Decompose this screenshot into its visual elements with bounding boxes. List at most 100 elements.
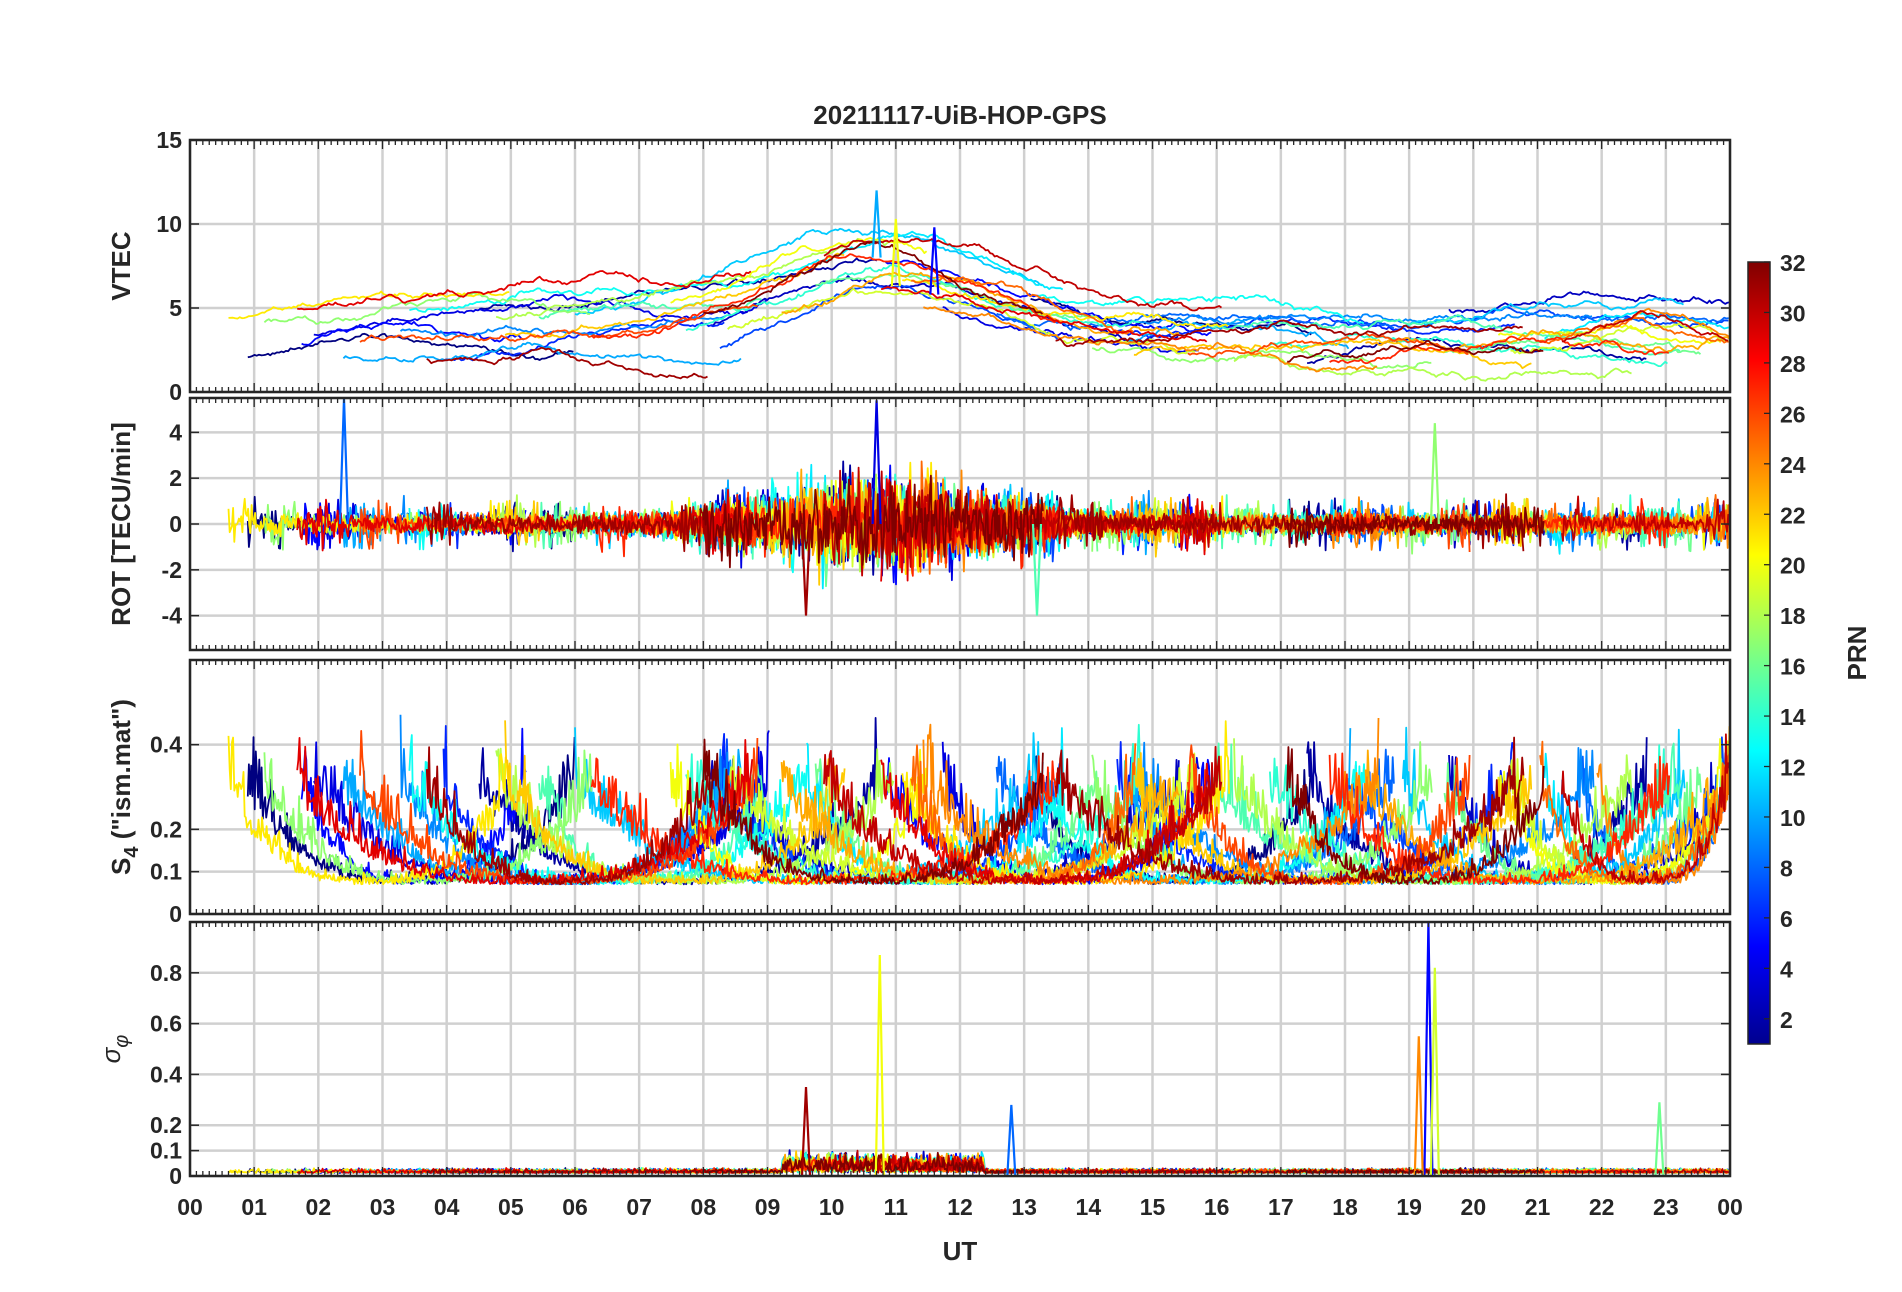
spike-prn-20 (890, 218, 901, 287)
y-tick-label: 0.4 (150, 732, 182, 758)
trace-prn-31 (426, 346, 708, 380)
trace-prn-14 (685, 723, 1142, 886)
spike-prn-10 (871, 190, 882, 258)
colorbar-tick-label: 26 (1780, 401, 1806, 427)
trace-prn-30 (823, 745, 1223, 885)
trace-prn-30 (823, 466, 1223, 577)
spike-prn-31 (800, 523, 812, 616)
trace-prn-21 (228, 290, 510, 320)
panel-s4-minor-ticks (189, 660, 1731, 914)
trace-prn-10 (1125, 728, 1352, 885)
spike-prn-19 (1429, 967, 1440, 1176)
y-tick-label: 2 (169, 465, 182, 491)
trace-prn-25 (1539, 740, 1730, 886)
x-tick-label: 01 (241, 1194, 267, 1220)
x-tick-label: 15 (1140, 1194, 1166, 1220)
trace-prn-30 (823, 237, 1223, 312)
y-tick-label: -4 (162, 603, 183, 629)
x-tick-label: 19 (1396, 1194, 1422, 1220)
colorbar-gradient (1747, 261, 1771, 1045)
trace-prn-8 (1580, 312, 1729, 323)
colorbar: 32 30 28 26 24 22 20 18 16 14 12 10 8 6 4 2 PRN (1747, 250, 1872, 1045)
panel-sigma-y-ticks: 0.8 0.6 0.4 0.20.10 (150, 960, 1730, 1189)
y-axis-label-suffix: ("ism.mat") (106, 699, 136, 846)
y-tick-label: 0 (169, 901, 182, 927)
trace-prn-27 (1328, 752, 1671, 885)
trace-prn-21 (902, 278, 1229, 329)
y-tick-label: 0.2 (150, 1112, 182, 1138)
trace-prn-31 (425, 746, 710, 886)
y-axis-label-subscript: φ (111, 1035, 133, 1048)
panel-s4-traces (227, 714, 1730, 886)
spike-prn-5 (929, 227, 940, 295)
panel-vtec-minor-ticks (189, 140, 1731, 392)
colorbar-tick-label: 16 (1780, 654, 1806, 680)
panel-rot-minor-ticks (189, 398, 1731, 650)
y-tick-label: 0.1 (150, 859, 182, 885)
trace-prn-25 (911, 276, 1135, 335)
colorbar-tick-label: 6 (1780, 906, 1793, 932)
y-tick-label: 0.2 (150, 816, 182, 842)
y-axis-label-main: σ (96, 1046, 126, 1063)
spike-prn-31 (800, 1087, 812, 1176)
trace-prn-9 (1138, 310, 1593, 325)
colorbar-tick-label: 2 (1780, 1007, 1793, 1033)
trace-prn-11 (1402, 297, 1684, 328)
y-axis-label-main: S (106, 858, 136, 875)
trace-prn-29 (297, 270, 752, 311)
colorbar-tick-label: 18 (1780, 603, 1806, 629)
y-tick-label: 0 (169, 1163, 182, 1189)
trace-prn-5 (301, 321, 525, 346)
trace-prn-17 (263, 292, 591, 325)
x-tick-label: 17 (1268, 1194, 1294, 1220)
y-axis-label-rot: ROT [TECU/min] (106, 422, 136, 626)
trace-prn-30 (1561, 310, 1729, 343)
y-tick-label: 0 (169, 379, 182, 405)
trace-prn-9 (399, 315, 727, 339)
colorbar-tick-label: 12 (1780, 755, 1806, 781)
x-tick-label: 11 (884, 1194, 909, 1220)
spike-prn-15 (1031, 523, 1043, 616)
colorbar-ticks: 32 30 28 26 24 22 20 18 16 14 12 10 8 6 4 2 (1764, 250, 1806, 1033)
colorbar-tick-label: 32 (1780, 250, 1806, 276)
y-tick-label: -2 (162, 557, 182, 583)
trace-prn-31 (426, 1167, 710, 1174)
trace-prn-14 (1269, 744, 1669, 886)
spike-prn-8 (1006, 1104, 1017, 1176)
x-tick-label: 09 (755, 1194, 781, 1220)
spike-prn-16 (1654, 1102, 1665, 1176)
x-tick-label: 13 (1011, 1194, 1037, 1220)
x-tick-label: 07 (626, 1194, 652, 1220)
spike-prn-24 (1413, 1036, 1424, 1176)
trace-prn-32 (1286, 506, 1545, 548)
panel-s4-y-ticks: 0.4 0.2 0.1 0 (150, 732, 1730, 927)
x-tick-label: 10 (819, 1194, 845, 1220)
chart-title: 20211117-UiB-HOP-GPS (813, 100, 1106, 130)
y-axis-label-s4: S4 ("ism.mat") (106, 699, 143, 875)
spike-prn-17 (1429, 423, 1440, 525)
x-tick-label: 00 (177, 1194, 203, 1220)
trace-prn-24 (923, 306, 1378, 373)
x-tick-label: 12 (947, 1194, 973, 1220)
x-tick-label: 18 (1332, 1194, 1358, 1220)
trace-prn-30 (1561, 495, 1730, 542)
trace-prn-26 (1187, 332, 1469, 358)
trace-prn-23 (1364, 726, 1730, 886)
x-tick-label: 20 (1461, 1194, 1487, 1220)
panel-vtec: 0 5 10 15 VTEC (106, 127, 1732, 405)
trace-prn-24 (1596, 307, 1730, 338)
panel-sigma: 0.8 0.6 0.4 0.20.10 σφ (96, 920, 1732, 1189)
x-tick-label: 22 (1589, 1194, 1615, 1220)
trace-prn-12 (1544, 310, 1729, 340)
colorbar-tick-label: 28 (1780, 351, 1806, 377)
trace-prn-22 (504, 720, 846, 885)
colorbar-tick-label: 24 (1780, 452, 1806, 478)
panel-vtec-traces (228, 190, 1730, 382)
colorbar-tick-label: 20 (1780, 553, 1806, 579)
y-tick-label: 0.6 (150, 1011, 182, 1037)
y-tick-label: 5 (169, 295, 182, 321)
x-axis-label: UT (943, 1236, 978, 1266)
spike-prn-5 (1423, 922, 1434, 1176)
